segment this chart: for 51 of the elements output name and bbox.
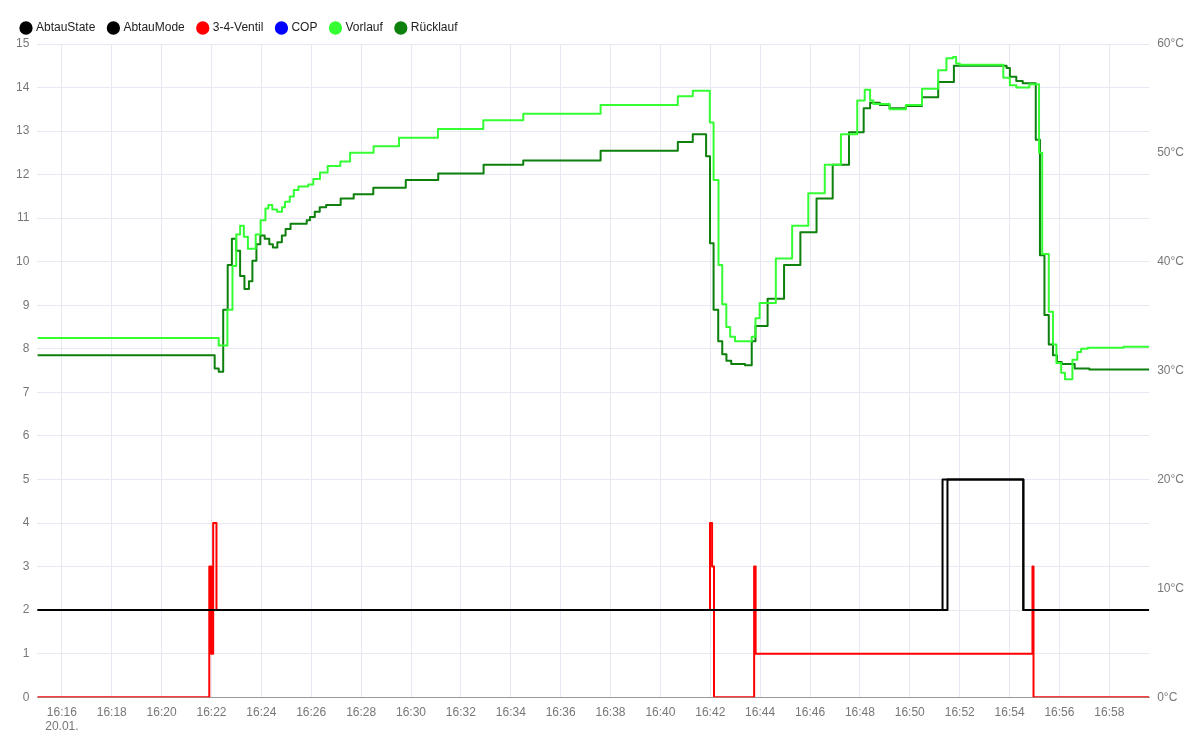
y-tick-label: 4 xyxy=(22,515,30,530)
y-tick-label: 11 xyxy=(16,210,30,225)
y-tick-label: 9 xyxy=(22,297,30,312)
x-tick-label: 16:34 xyxy=(495,704,527,719)
x-tick-label: 16:32 xyxy=(445,704,477,719)
y2-tick-label: 40°C xyxy=(1157,254,1185,269)
legend-label: 3-4-Ventil xyxy=(212,20,264,35)
y2-tick-label: 0°C xyxy=(1157,689,1178,704)
x-tick-label: 16:50 xyxy=(894,704,926,719)
x-tick-label: 16:16 20.01. xyxy=(45,704,79,734)
y2-tick-label: 50°C xyxy=(1157,145,1185,160)
legend-label: AbtauState xyxy=(36,20,96,35)
y-tick-label: 14 xyxy=(15,79,30,94)
y-tick-label: 1 xyxy=(22,645,30,660)
x-tick-label: 16:22 xyxy=(196,704,227,719)
y-tick-label: 2 xyxy=(22,602,30,617)
x-tick-label: 16:38 xyxy=(595,704,626,719)
x-tick-label: 16:36 xyxy=(545,704,576,719)
y2-tick-label: 10°C xyxy=(1157,580,1185,595)
legend-label: Rücklauf xyxy=(410,20,459,35)
x-tick-label: 16:56 xyxy=(1044,704,1075,719)
x-tick-label: 16:26 xyxy=(296,704,327,719)
legend-label: Vorlauf xyxy=(345,20,384,35)
y-tick-label: 8 xyxy=(22,341,30,356)
x-tick-label: 16:58 xyxy=(1094,704,1125,719)
x-tick-label: 16:48 xyxy=(844,704,876,719)
y-tick-label: 3 xyxy=(22,558,30,573)
y-tick-label: 15 xyxy=(15,36,30,51)
x-tick-label: 16:42 xyxy=(695,704,726,719)
y-tick-label: 0 xyxy=(22,689,30,704)
y-tick-label: 7 xyxy=(22,384,30,399)
x-tick-label: 16:24 xyxy=(246,704,277,719)
y-tick-label: 12 xyxy=(15,166,30,181)
x-tick-label: 16:52 xyxy=(944,704,976,719)
y2-tick-label: 30°C xyxy=(1157,362,1185,377)
x-tick-label: 16:40 xyxy=(645,704,676,719)
x-tick-label: 16:44 xyxy=(745,704,776,719)
legend-label: AbtauMode xyxy=(123,20,186,35)
y-tick-label: 5 xyxy=(22,471,30,486)
y-tick-label: 13 xyxy=(15,123,30,138)
y-tick-label: 10 xyxy=(15,254,30,269)
y-tick-label: 6 xyxy=(22,428,30,443)
x-tick-label: 16:46 xyxy=(795,704,826,719)
x-tick-label: 16:18 xyxy=(96,704,128,719)
x-tick-label: 16:30 xyxy=(395,704,427,719)
x-tick-label: 16:28 xyxy=(346,704,377,719)
legend-label: COP xyxy=(291,20,318,35)
y2-tick-label: 20°C xyxy=(1157,471,1185,486)
x-tick-label: 16:20 xyxy=(146,704,177,719)
y2-tick-label: 60°C xyxy=(1157,36,1185,51)
x-tick-label: 16:54 xyxy=(994,704,1025,719)
